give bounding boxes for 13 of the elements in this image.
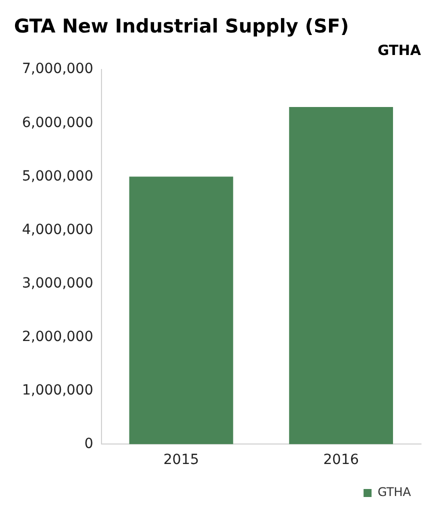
x-tick-label: 2015 (163, 452, 200, 468)
y-tick-label: 5,000,000 (22, 168, 94, 184)
y-tick-label: 6,000,000 (22, 114, 94, 131)
y-tick-label: 3,000,000 (22, 275, 94, 292)
chart-title: GTA New Industrial Supply (SF) (14, 15, 349, 38)
y-tick-label: 1,000,000 (22, 382, 94, 398)
legend-label: GTHA (378, 485, 412, 500)
y-tick-label: 4,000,000 (22, 222, 94, 238)
y-tick-label: 0 (84, 436, 94, 452)
y-tick-label: 7,000,000 (22, 61, 94, 78)
x-tick-label: 2016 (323, 452, 359, 468)
y-tick-label: 2,000,000 (22, 328, 94, 345)
chart-subtitle: GTHA (378, 42, 422, 59)
